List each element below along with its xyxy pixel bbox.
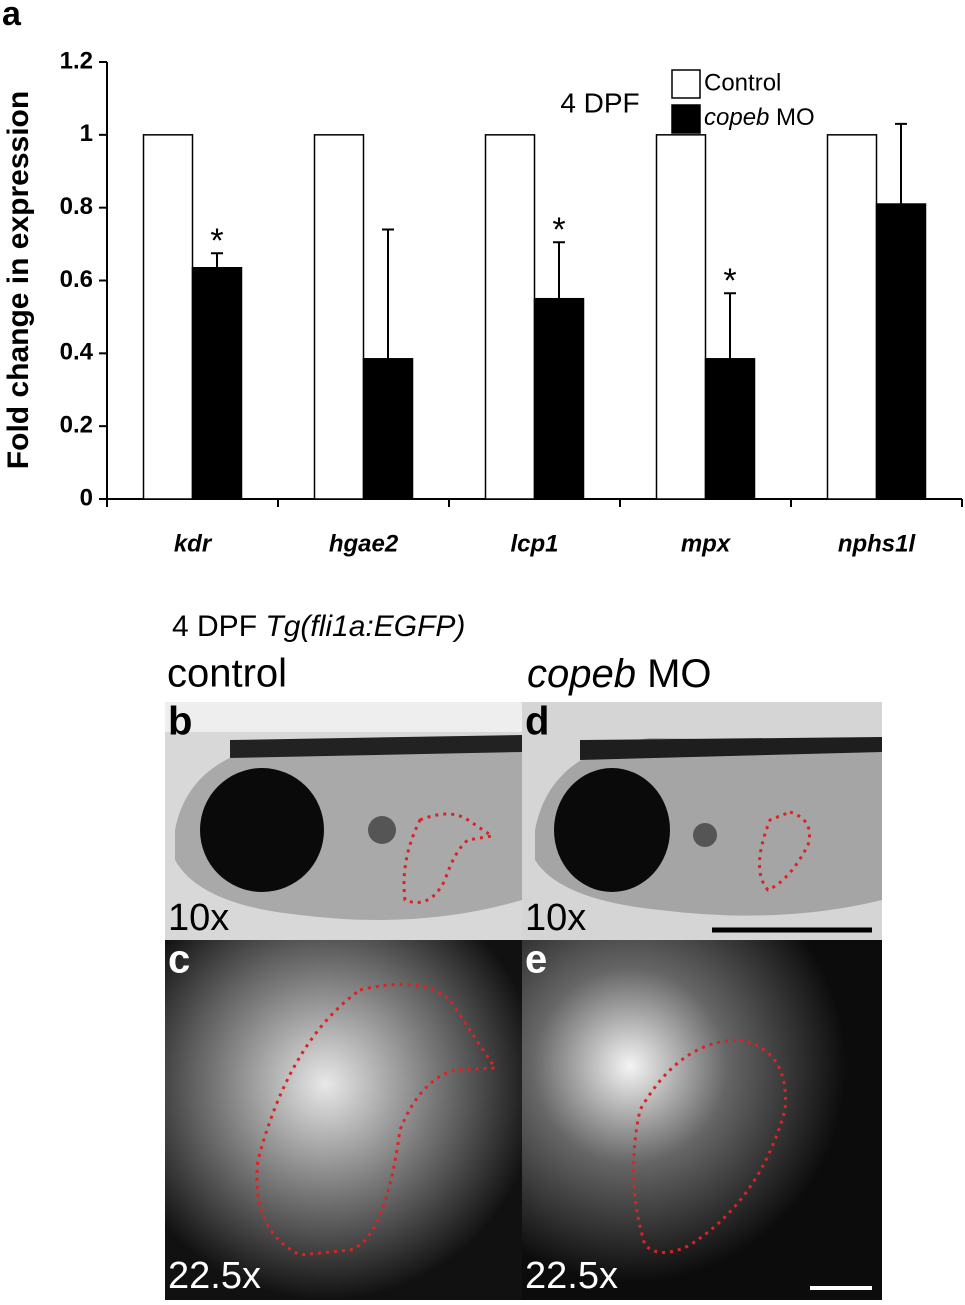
magnification: 10x <box>168 897 229 939</box>
bar <box>875 203 927 500</box>
panel-label: e <box>525 938 547 982</box>
bar <box>826 134 878 500</box>
x-tick-label: hgae2 <box>329 530 399 557</box>
y-axis-label: Fold change in expression <box>2 91 35 469</box>
micrographs <box>165 702 882 1300</box>
error-bar <box>553 241 565 299</box>
error-bar <box>895 122 907 205</box>
x-tick-label: kdr <box>174 530 213 557</box>
magnification: 22.5x <box>525 1255 618 1297</box>
column-label: copeb MO <box>527 652 712 696</box>
y-tick-label: 0.6 <box>60 266 93 293</box>
x-tick-label: nphs1l <box>838 530 917 557</box>
legend-label: Control <box>704 69 781 96</box>
y-tick-label: 0.4 <box>60 339 94 366</box>
y-tick-label: 0.8 <box>60 193 93 220</box>
y-tick-label: 0 <box>80 484 93 511</box>
legend-swatch <box>671 69 701 99</box>
y-tick-label: 0.2 <box>60 412 93 439</box>
bar <box>142 134 194 500</box>
bar <box>484 134 536 500</box>
y-tick-label: 1.2 <box>60 47 93 74</box>
bar <box>362 358 414 500</box>
x-tick-label: mpx <box>681 530 732 557</box>
error-bar <box>211 252 223 268</box>
bar <box>533 297 585 500</box>
annotation: 4 DPF <box>560 87 639 118</box>
title-prefix: 4 DPF <box>172 610 257 643</box>
magnification: 10x <box>525 897 586 939</box>
bar <box>313 134 365 500</box>
error-bar <box>382 228 394 359</box>
bar <box>655 134 707 500</box>
legend-swatch <box>671 104 701 134</box>
panel-label: d <box>525 700 549 744</box>
significance: * <box>723 262 736 300</box>
error-bar <box>724 292 736 359</box>
panel-label: c <box>168 938 190 982</box>
panel-label: a <box>2 0 22 33</box>
column-label: control <box>167 652 287 696</box>
figure-title: 4 DPF Tg(fli1a:EGFP) <box>172 610 465 643</box>
bar <box>704 358 756 500</box>
bar <box>191 267 243 500</box>
magnification: 22.5x <box>168 1255 261 1297</box>
title-gene: Tg(fli1a:EGFP) <box>265 610 465 643</box>
significance: * <box>210 222 223 260</box>
significance: * <box>552 211 565 249</box>
y-tick-label: 1 <box>80 120 93 147</box>
legend-label: copeb MO <box>704 104 815 131</box>
x-tick-label: lcp1 <box>510 530 558 557</box>
panel-label: b <box>168 700 192 744</box>
